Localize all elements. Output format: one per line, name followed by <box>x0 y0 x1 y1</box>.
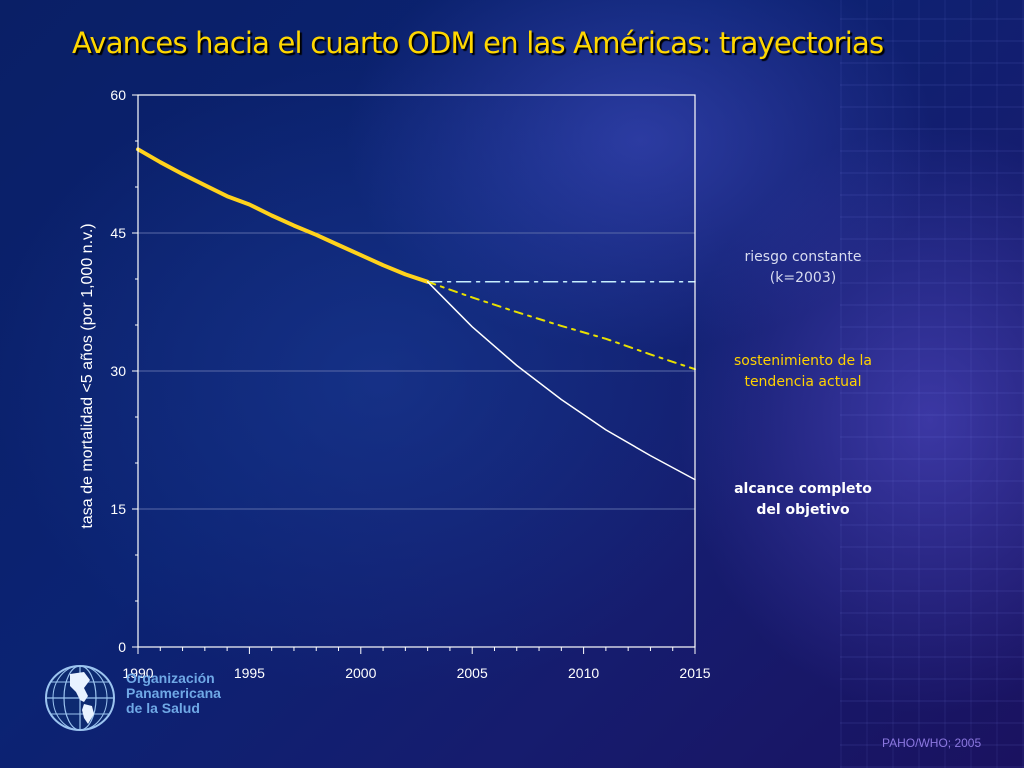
x-tick-label: 2000 <box>345 665 376 681</box>
legend-sost-line2: tendencia actual <box>744 374 862 390</box>
x-tick-label: 2010 <box>568 665 599 681</box>
x-axis-ticks: 1990 1995 2000 2005 2010 2015 <box>122 647 711 681</box>
slide-title: Avances hacia el cuarto ODM en las Améri… <box>72 26 884 60</box>
source-credit: PAHO/WHO; 2005 <box>882 736 982 750</box>
legend-alcance-completo: alcance completo del objetivo <box>703 479 903 521</box>
legend-riesgo-line2: (k=2003) <box>769 270 837 286</box>
y-tick-label: 60 <box>110 87 126 103</box>
plot-area-border <box>137 94 696 648</box>
chart-series <box>136 147 696 481</box>
legend-sost-line1: sostenimiento de la <box>734 353 872 369</box>
legend-sostenimiento: sostenimiento de la tendencia actual <box>703 351 903 393</box>
legend-alcance-line1: alcance completo <box>734 481 872 497</box>
globe-logo-icon <box>45 665 115 731</box>
legend-riesgo-constante: riesgo constante (k=2003) <box>703 247 903 289</box>
x-tick-label: 2005 <box>457 665 488 681</box>
historical-series-line <box>136 147 430 284</box>
gridlines <box>138 232 695 510</box>
org-name-line3: de la Salud <box>126 700 200 716</box>
y-tick-label: 15 <box>110 501 126 517</box>
legend-riesgo-line1: riesgo constante <box>744 249 862 265</box>
y-axis-label: tasa de mortalidad <5 años (por 1,000 n.… <box>79 223 96 528</box>
goal-achievement-series-line <box>426 281 696 481</box>
x-tick-label: 1990 <box>122 665 153 681</box>
background-circuit-pattern <box>840 0 1024 768</box>
organization-name: Organización Panamericana de la Salud <box>126 671 221 716</box>
y-tick-label: 0 <box>118 639 126 655</box>
legend-alcance-line2: del objetivo <box>756 502 850 518</box>
org-name-line1: Organización <box>126 670 215 686</box>
x-tick-label: 2015 <box>679 665 710 681</box>
y-axis-ticks: 0 15 30 45 60 <box>110 87 138 655</box>
y-tick-label: 45 <box>110 225 126 241</box>
org-name-line2: Panamericana <box>126 685 221 701</box>
y-tick-label: 30 <box>110 363 126 379</box>
x-tick-label: 1995 <box>234 665 265 681</box>
current-trend-series-line <box>426 280 696 371</box>
